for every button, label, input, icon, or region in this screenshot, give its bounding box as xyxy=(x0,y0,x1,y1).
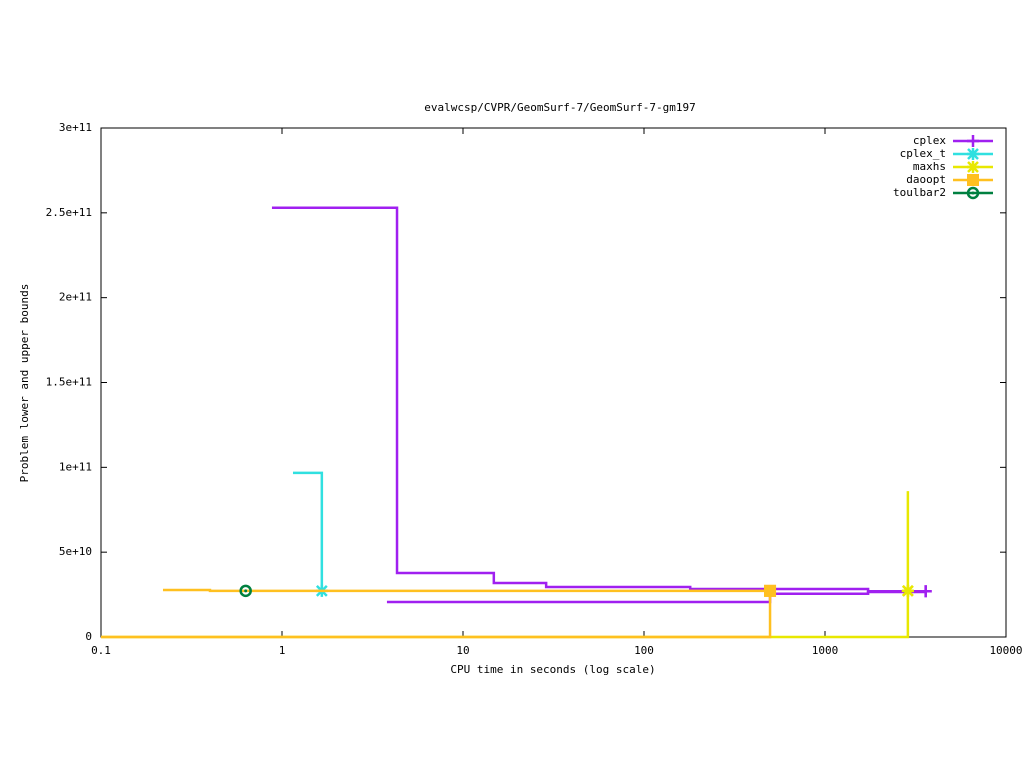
x-tick-label: 1000 xyxy=(812,644,839,657)
step-line xyxy=(292,471,324,591)
x-tick-label: 1 xyxy=(279,644,286,657)
x-tick-label: 10000 xyxy=(989,644,1022,657)
y-tick-label: 5e+10 xyxy=(59,545,92,558)
marker-shape xyxy=(239,584,252,598)
marker-shape xyxy=(967,148,979,160)
y-tick-label: 2.5e+11 xyxy=(46,206,92,219)
marker-shape xyxy=(901,584,914,597)
marker-shape xyxy=(971,191,975,195)
step-line xyxy=(162,588,771,593)
x-tick-label: 10 xyxy=(456,644,469,657)
point-marker xyxy=(966,186,980,200)
point-marker xyxy=(919,585,932,598)
marker-shape xyxy=(966,186,980,200)
point-marker xyxy=(967,161,979,173)
marker-shape xyxy=(967,135,979,147)
marker-shape xyxy=(967,174,979,186)
step-line xyxy=(271,206,926,593)
marker-shape xyxy=(967,161,979,173)
y-tick-label: 2e+11 xyxy=(59,291,92,304)
marker-shape xyxy=(764,584,777,597)
legend-label: daoopt xyxy=(906,173,946,186)
marker-shape xyxy=(244,589,248,593)
y-axis-label: Problem lower and upper bounds xyxy=(18,284,31,483)
y-tick-label: 0 xyxy=(85,630,92,643)
point-marker xyxy=(967,135,979,147)
step-line xyxy=(101,590,772,639)
point-marker xyxy=(764,584,777,597)
legend-label: cplex_t xyxy=(900,147,946,160)
x-tick-label: 100 xyxy=(634,644,654,657)
y-tick-label: 3e+11 xyxy=(59,121,92,134)
legend-label: cplex xyxy=(913,134,946,147)
y-tick-label: 1.5e+11 xyxy=(46,376,92,389)
marker-shape xyxy=(919,585,932,598)
point-marker xyxy=(239,584,252,598)
legend-label: toulbar2 xyxy=(893,186,946,199)
point-marker xyxy=(967,148,979,160)
legend-label: maxhs xyxy=(913,160,946,173)
chart-title: evalwcsp/CVPR/GeomSurf-7/GeomSurf-7-gm19… xyxy=(424,101,696,114)
x-axis-label: CPU time in seconds (log scale) xyxy=(450,663,655,676)
x-tick-label: 0.1 xyxy=(91,644,111,657)
point-marker xyxy=(901,584,914,597)
y-tick-label: 1e+11 xyxy=(59,460,92,473)
point-marker xyxy=(967,174,979,186)
